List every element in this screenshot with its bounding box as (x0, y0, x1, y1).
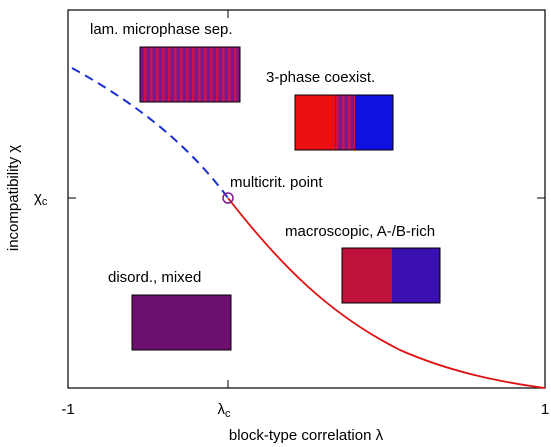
region-label: 3-phase coexist. (266, 69, 375, 86)
disordered-box (131, 294, 232, 351)
lamellar-box (139, 46, 241, 103)
red-phase (295, 95, 335, 150)
region-label: lam. microphase sep. (90, 21, 233, 38)
symbol: χ (34, 189, 42, 206)
symbol: λ (218, 401, 226, 418)
a-rich-phase (342, 248, 392, 303)
region-label: multicrit. point (230, 174, 323, 191)
plot-frame (67, 9, 546, 389)
region-label: disord., mixed (108, 269, 201, 286)
blue-phase (355, 95, 393, 150)
x-tick-label: -1 (61, 401, 74, 418)
three-phase-box (294, 94, 394, 151)
x-tick-label: λc (218, 401, 232, 420)
y-tick-label: χc (34, 189, 48, 208)
y-axis-label: incompatibility χ (5, 145, 22, 251)
x-axis-label: block-type correlation λ (229, 427, 384, 444)
subscript: c (225, 408, 231, 420)
macroscopic-box (341, 247, 441, 304)
striped-phase (335, 95, 355, 150)
x-tick-label: 1 (541, 401, 549, 418)
phase-boundary (227, 197, 546, 389)
region-label: macroscopic, A-/B-rich (285, 223, 435, 240)
multicritical-point (222, 192, 234, 204)
b-rich-phase (392, 248, 440, 303)
subscript: c (42, 196, 48, 208)
